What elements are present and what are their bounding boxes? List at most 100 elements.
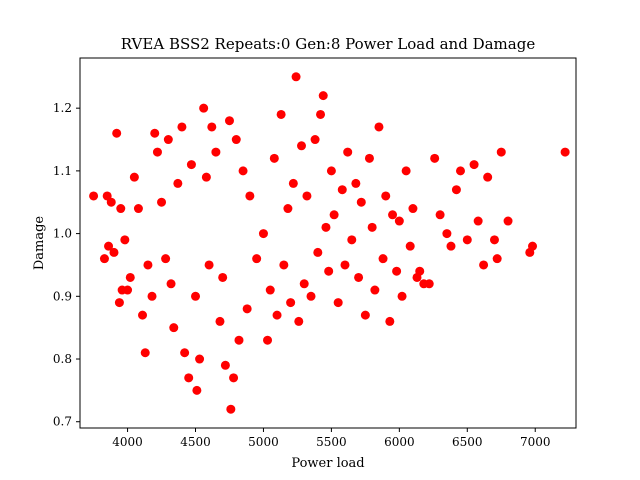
scatter-point [199, 103, 209, 113]
scatter-point [276, 109, 286, 119]
scatter-point [401, 166, 411, 176]
scatter-point [104, 241, 114, 251]
scatter-point [258, 229, 268, 239]
x-tick-label: 6500 [452, 435, 483, 449]
scatter-point [263, 335, 273, 345]
y-tick-label: 0.8 [53, 352, 72, 366]
scatter-point [364, 153, 374, 163]
scatter-point [483, 172, 493, 182]
x-tick-label: 7000 [520, 435, 551, 449]
scatter-point [226, 404, 236, 414]
scatter-point [125, 272, 135, 282]
scatter-point [370, 285, 380, 295]
scatter-point [272, 310, 282, 320]
scatter-point [343, 147, 353, 157]
plot-area-frame [79, 57, 577, 429]
scatter-point [186, 160, 196, 170]
scatter-points [89, 72, 570, 414]
scatter-point [218, 272, 228, 282]
scatter-point [173, 178, 183, 188]
scatter-point [479, 260, 489, 270]
scatter-point [351, 178, 361, 188]
scatter-point [163, 135, 173, 145]
scatter-point [435, 210, 445, 220]
scatter-point [381, 191, 391, 201]
scatter-point [337, 185, 347, 195]
scatter-point [138, 310, 148, 320]
scatter-point [291, 72, 301, 82]
scatter-point [397, 291, 407, 301]
scatter-point [283, 204, 293, 214]
scatter-point [451, 185, 461, 195]
scatter-point [340, 260, 350, 270]
scatter-point [455, 166, 465, 176]
scatter-point [430, 153, 440, 163]
scatter-point [140, 348, 150, 358]
scatter-point [220, 360, 230, 370]
scatter-point [116, 204, 126, 214]
scatter-point [157, 197, 167, 207]
scatter-point [310, 135, 320, 145]
scatter-point [161, 254, 171, 264]
scatter-point [211, 147, 221, 157]
scatter-point [286, 298, 296, 308]
scatter-point [415, 266, 425, 276]
x-tick-label: 6000 [384, 435, 415, 449]
scatter-point [147, 291, 157, 301]
scatter-point [99, 254, 109, 264]
x-axis-label: Power load [291, 456, 364, 471]
scatter-point [252, 254, 262, 264]
scatter-point [192, 385, 202, 395]
scatter-point [367, 222, 377, 232]
scatter-point [152, 147, 162, 157]
scatter-point [120, 235, 130, 245]
scatter-point [207, 122, 217, 132]
scatter-point [242, 304, 252, 314]
scatter-point [204, 260, 214, 270]
scatter-point [297, 141, 306, 151]
scatter-point [109, 247, 119, 257]
scatter-point [469, 160, 479, 170]
scatter-point [224, 116, 234, 126]
scatter-point [180, 348, 190, 358]
scatter-point [492, 254, 502, 264]
scatter-point [265, 285, 275, 295]
scatter-point [560, 147, 570, 157]
y-tick-label: 1.1 [53, 164, 72, 178]
scatter-point [177, 122, 187, 132]
x-axis-ticks: 4000 4500 5000 5500 6000 6500 7000 [112, 428, 551, 449]
scatter-point [489, 235, 499, 245]
scatter-point [354, 272, 364, 282]
x-tick-label: 5500 [316, 435, 347, 449]
scatter-point [306, 291, 316, 301]
scatter-point [184, 373, 194, 383]
scatter-point [496, 147, 506, 157]
scatter-point [245, 191, 255, 201]
scatter-point [462, 235, 472, 245]
scatter-point [442, 229, 452, 239]
scatter-point [106, 197, 116, 207]
y-tick-label: 0.7 [53, 415, 72, 429]
scatter-point [326, 166, 336, 176]
scatter-point [360, 310, 370, 320]
scatter-point [378, 254, 388, 264]
scatter-point [89, 191, 99, 201]
scatter-point [374, 122, 384, 132]
scatter-point [318, 91, 328, 101]
y-tick-label: 0.9 [53, 289, 72, 303]
scatter-point [329, 210, 339, 220]
scatter-point [169, 323, 179, 333]
scatter-point [112, 128, 122, 138]
scatter-point [394, 216, 404, 226]
scatter-point [388, 210, 398, 220]
scatter-point [316, 109, 326, 119]
y-axis-ticks: 0.7 0.8 0.9 1.0 1.1 1.2 [53, 101, 80, 429]
scatter-point [528, 241, 538, 251]
scatter-point [288, 178, 298, 188]
scatter-point [166, 279, 176, 289]
scatter-point [294, 316, 304, 326]
scatter-point [269, 153, 279, 163]
scatter-point [143, 260, 153, 270]
